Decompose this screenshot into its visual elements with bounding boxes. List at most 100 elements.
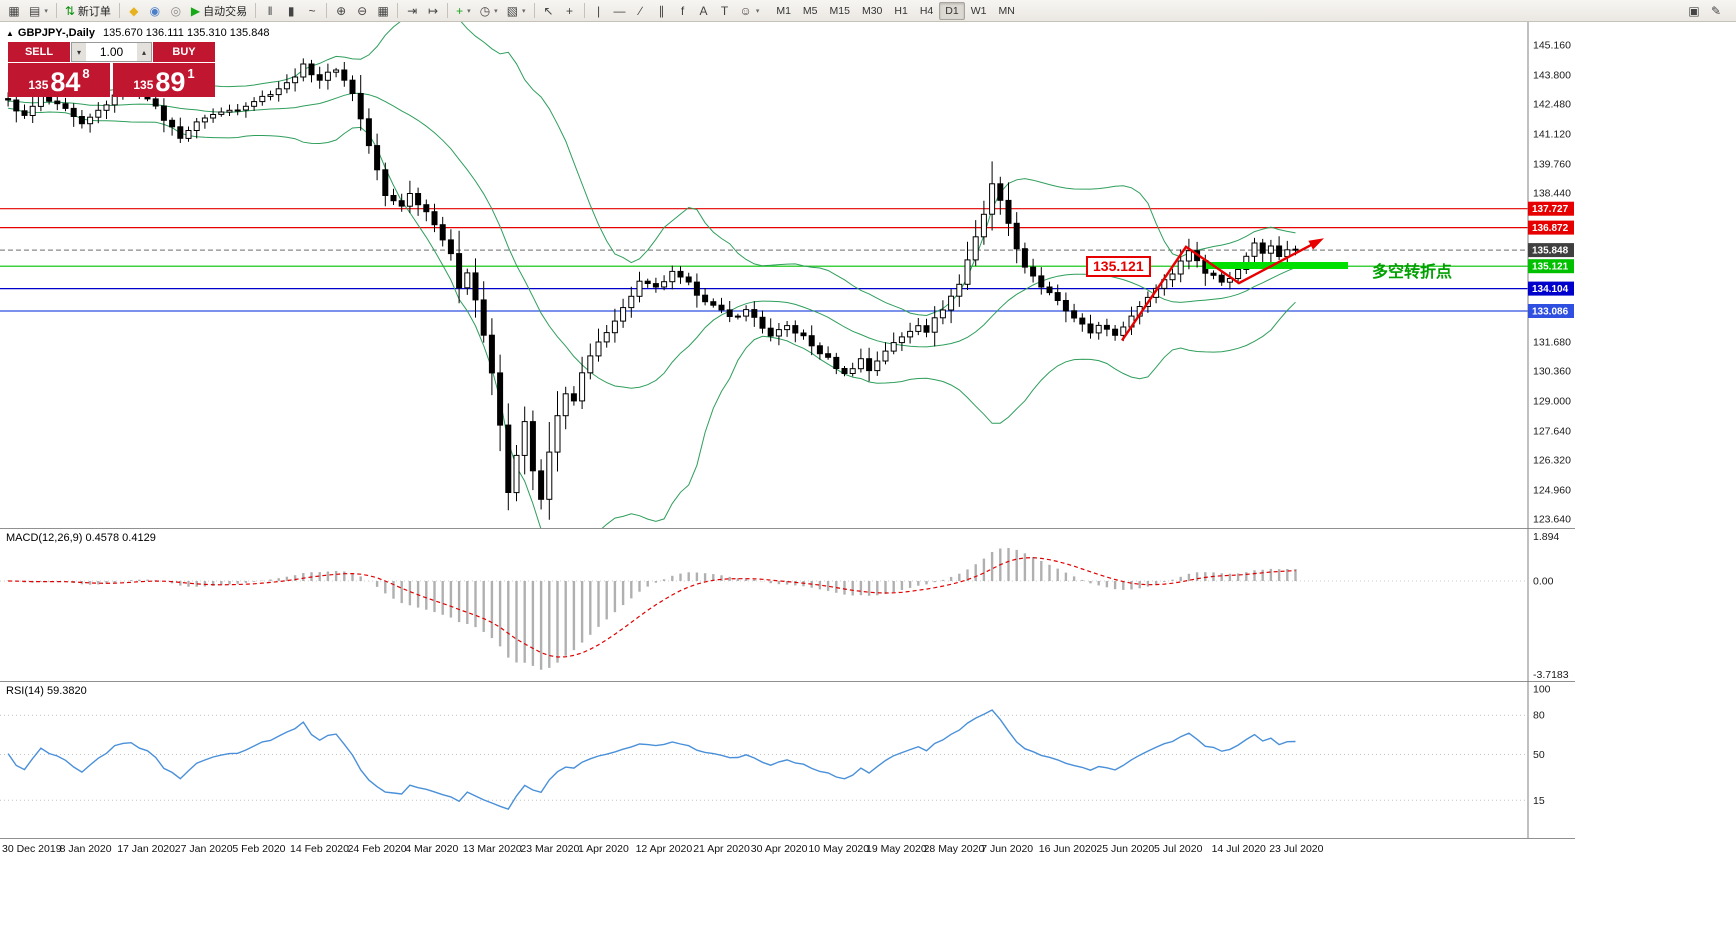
indicators-icon: +: [456, 3, 464, 18]
price-tick-label: 131.680: [1533, 337, 1571, 349]
window-icon[interactable]: ▣: [1688, 3, 1700, 18]
buy-price-prefix: 135: [133, 78, 154, 92]
new-chart-icon: ▦: [8, 3, 20, 18]
auto-scroll-button[interactable]: ⇥: [402, 1, 422, 20]
zoom-in-button[interactable]: ⊕: [331, 1, 351, 20]
date-tick-label: 14 Feb 2020: [290, 843, 349, 855]
profiles-icon: ▤: [29, 3, 41, 18]
timeframe-m30-button[interactable]: M30: [861, 4, 883, 17]
svg-text:135.848: 135.848: [1532, 246, 1569, 257]
volume-increase-button[interactable]: ▴: [137, 43, 151, 61]
svg-text:135.121: 135.121: [1532, 262, 1569, 273]
tile-windows-button[interactable]: ▦: [373, 1, 393, 20]
timeframe-w1-button[interactable]: W1: [970, 4, 987, 17]
new-order-button[interactable]: ⇅ 新订单: [61, 1, 115, 20]
edit-icon[interactable]: ✎: [1710, 3, 1722, 18]
candlestick-chart-type-icon: ▮: [287, 3, 295, 18]
equidistant-channel-button[interactable]: ∥: [652, 1, 672, 20]
text-button[interactable]: A: [694, 1, 714, 20]
price-tag: 133.086: [1528, 304, 1574, 318]
timeframe-d1-button[interactable]: D1: [939, 1, 965, 20]
templates-button[interactable]: ▧ ▾: [503, 1, 530, 20]
macd-indicator-panel[interactable]: 1.894 0.00 -3.7183 MACD(12,26,9) 0.4578 0.4…: [0, 528, 1575, 681]
fibonacci-button[interactable]: f: [673, 1, 693, 20]
date-tick-label: 24 Feb 2020: [347, 843, 407, 855]
timeframe-h1-button[interactable]: H1: [894, 4, 908, 17]
volume-decrease-button[interactable]: ▾: [72, 43, 86, 61]
time-scale[interactable]: 30 Dec 2019 8 Jan 2020 17 Jan 2020 27 Jan 2…: [0, 838, 1575, 860]
profiles-button[interactable]: ▤ ▾: [25, 1, 52, 20]
horizontal-lines-layer[interactable]: [0, 208, 1528, 312]
vertical-line-button[interactable]: |: [589, 1, 609, 20]
periods-icon: ◷: [479, 3, 491, 18]
price-tag: 134.104: [1528, 281, 1574, 296]
text-label-icon: T: [720, 3, 729, 18]
main-price-chart[interactable]: 145.160 143.800 142.480 141.120 139.760 138.4…: [0, 22, 1575, 528]
pivot-annotation-text[interactable]: 多空转折点: [1372, 264, 1453, 281]
price-tick-label: 142.480: [1533, 99, 1571, 111]
date-tick-label: 30 Apr 2020: [750, 843, 808, 855]
pivot-zone-bar[interactable]: [1206, 262, 1348, 269]
timeframe-m15-button[interactable]: M15: [829, 4, 850, 17]
price-tick-label: 123.640: [1533, 514, 1571, 526]
timeframe-group: M1 M5 M15 M30 H1 H4 D1 W1 MN: [770, 1, 1020, 20]
volume-stepper: ▾ 1.00 ▴: [71, 42, 152, 62]
arrows-button[interactable]: ☺ ▾: [736, 1, 764, 20]
rsi-indicator-panel[interactable]: 100 80 50 15 RSI(14) 59.3820: [0, 681, 1575, 838]
price-tick-label: 124.960: [1533, 485, 1571, 497]
text-label-button[interactable]: T: [715, 1, 735, 20]
date-tick-label: 12 Apr 2020: [635, 843, 693, 855]
cursor-button[interactable]: ↖: [539, 1, 559, 20]
trend-zigzag-annotation[interactable]: [1121, 238, 1324, 342]
price-tick-label: 130.360: [1533, 366, 1571, 378]
zoom-out-button[interactable]: ⊖: [352, 1, 372, 20]
auto-trading-icon: ▶: [190, 3, 201, 18]
date-tick-label: 27 Jan 2020: [174, 843, 233, 855]
timeframe-h4-button[interactable]: H4: [919, 4, 934, 17]
price-tick-label: 129.000: [1533, 396, 1571, 408]
toolbar-separator: [118, 3, 120, 18]
toolbar-separator: [533, 3, 535, 18]
buy-price-pip: 1: [187, 66, 195, 81]
collapse-arrow-icon[interactable]: ▲: [6, 29, 14, 38]
price-callout-box[interactable]: 135.121: [1086, 256, 1151, 277]
rsi-scale-label: 50: [1533, 749, 1545, 761]
bar-chart-type-button[interactable]: ǁ: [260, 1, 280, 20]
svg-text:136.872: 136.872: [1532, 223, 1569, 234]
strategy-tester-button[interactable]: ◎: [166, 1, 186, 20]
candlestick-chart-type-button[interactable]: ▮: [281, 1, 301, 20]
sell-button[interactable]: SELL: [8, 42, 70, 62]
terminal-button[interactable]: ◉: [145, 1, 165, 20]
sell-price-button[interactable]: 135 84 8: [8, 63, 110, 97]
buy-price-button[interactable]: 135 89 1: [113, 63, 215, 97]
fibonacci-icon: f: [680, 3, 685, 18]
crosshair-button[interactable]: +: [560, 1, 580, 20]
timeframe-m5-button[interactable]: M5: [802, 4, 818, 17]
rsi-panel-label: RSI(14) 59.3820: [6, 685, 87, 697]
auto-trading-button[interactable]: ▶ 自动交易: [187, 1, 251, 20]
periods-button[interactable]: ◷ ▾: [476, 1, 502, 20]
macd-signal-line: [8, 557, 1296, 658]
trendline-button[interactable]: ∕: [631, 1, 651, 20]
price-tick-label: 143.800: [1533, 70, 1571, 82]
metaeditor-button[interactable]: ◆: [124, 1, 144, 20]
chart-ohlc: 135.670 136.111 135.310 135.848: [102, 27, 270, 39]
buy-price-main: 89: [155, 67, 186, 98]
timeframe-m1-button[interactable]: M1: [776, 4, 791, 17]
new-order-icon: ⇅: [64, 3, 75, 18]
new-chart-button[interactable]: ▦: [4, 1, 24, 20]
price-scale[interactable]: 145.160 143.800 142.480 141.120 139.760 138.4…: [1527, 22, 1574, 528]
vertical-line-icon: |: [596, 3, 601, 18]
buy-button[interactable]: BUY: [153, 42, 215, 62]
sell-price-prefix: 135: [28, 78, 49, 92]
line-chart-type-button[interactable]: ~: [302, 1, 322, 20]
horizontal-line-button[interactable]: ―: [610, 1, 630, 20]
date-tick-label: 19 May 2020: [866, 843, 927, 855]
templates-icon: ▧: [506, 3, 519, 18]
chart-title: ▲ GBPJPY-,Daily 135.670 136.111 135.310 13…: [6, 27, 270, 39]
svg-text:133.086: 133.086: [1532, 307, 1569, 318]
volume-input[interactable]: 1.00: [99, 45, 124, 59]
chart-shift-button[interactable]: ↦: [423, 1, 443, 20]
indicators-button[interactable]: + ▾: [452, 1, 475, 20]
timeframe-mn-button[interactable]: MN: [998, 4, 1015, 17]
